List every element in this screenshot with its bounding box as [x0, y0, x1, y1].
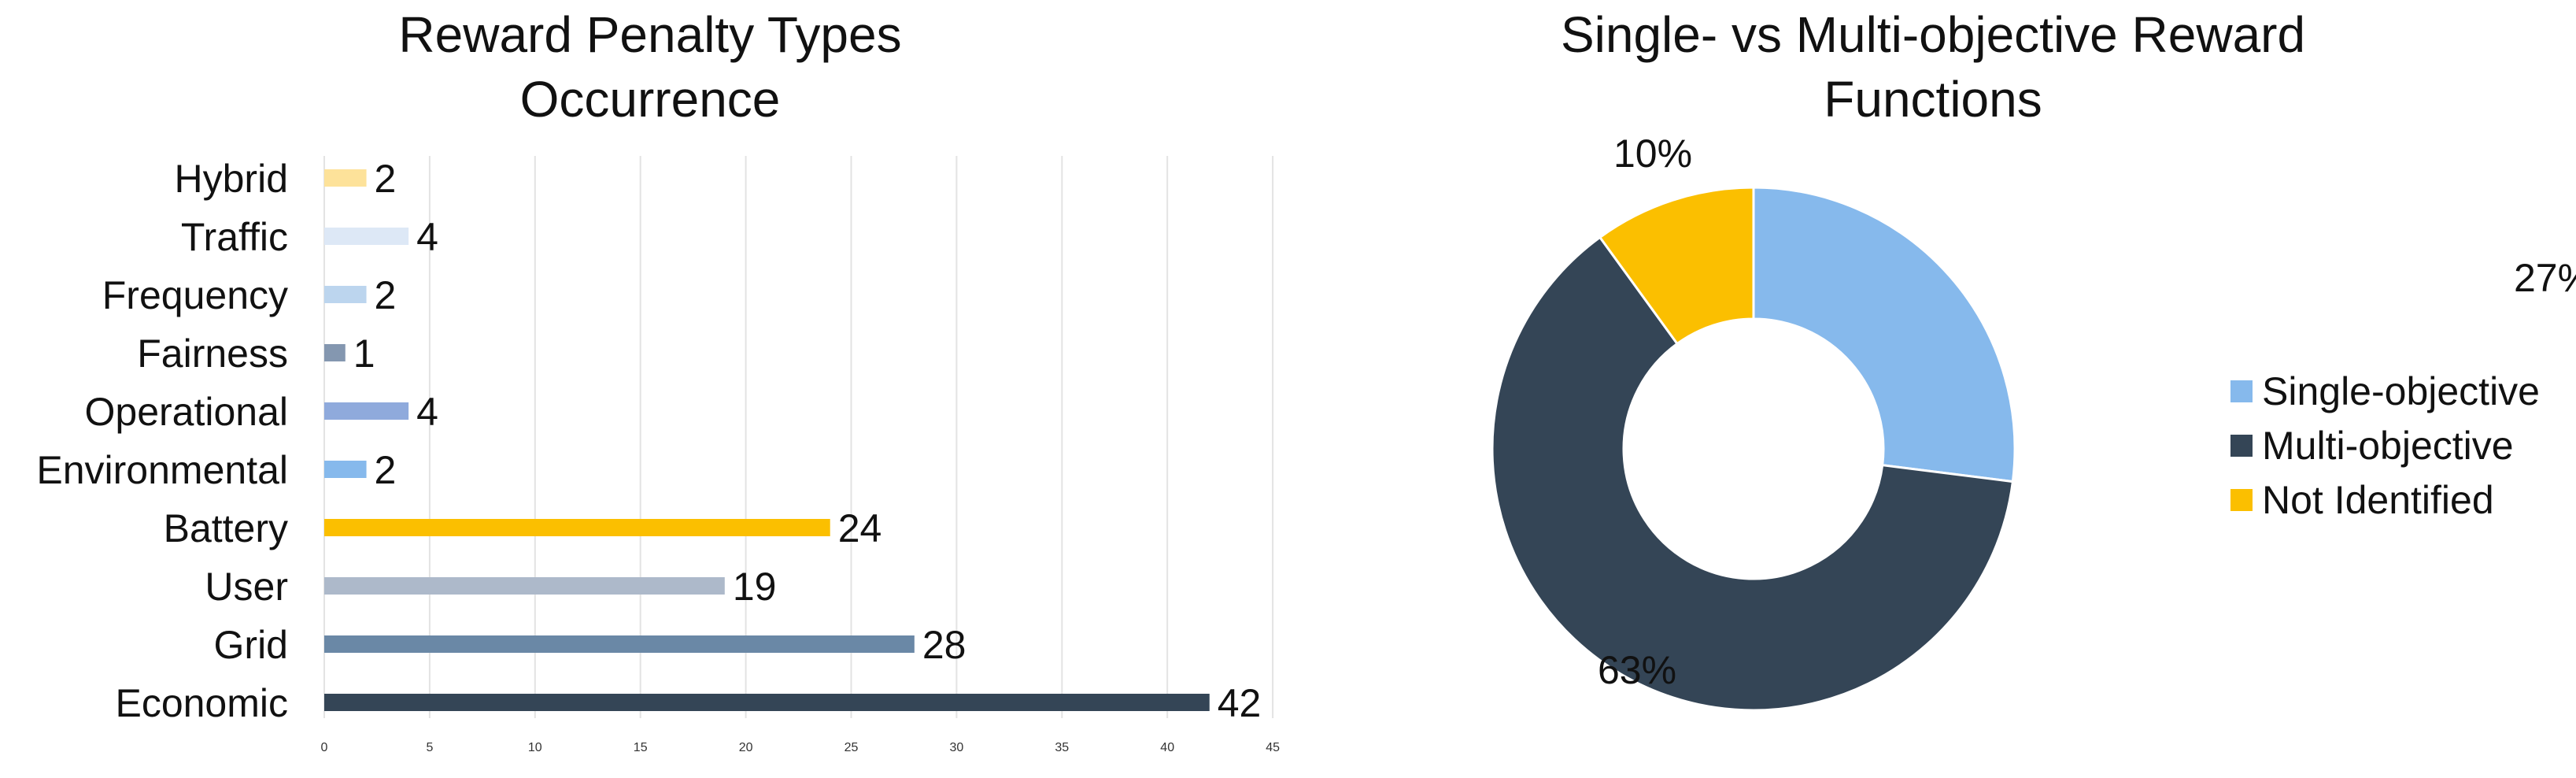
bar-chart-title-line-2: Occurrence — [520, 71, 781, 128]
bar-chart-title-line-1: Reward Penalty Types — [398, 6, 901, 63]
x-tick-label: 40 — [1160, 741, 1174, 754]
donut-chart-legend: Single-objective Multi-objective Not Ident… — [2230, 369, 2540, 522]
slice-single-objective — [1752, 186, 2016, 483]
x-tick-label: 25 — [844, 741, 859, 754]
bar-hybrid — [324, 169, 367, 187]
bar-economic — [324, 694, 1210, 711]
category-label: Traffic — [181, 215, 288, 259]
value-label: 28 — [922, 623, 966, 667]
value-label: 42 — [1218, 681, 1262, 725]
bar-chart-gridlines — [323, 156, 1274, 718]
bar-grid — [324, 635, 915, 653]
donut-chart-title-line-1: Single- vs Multi-objective Reward — [1561, 6, 2305, 63]
category-label: Frequency — [102, 273, 288, 317]
value-label: 4 — [416, 215, 438, 259]
legend-label: Multi-objective — [2262, 424, 2514, 468]
x-tick-label: 30 — [950, 741, 964, 754]
legend-swatch-not-identified — [2230, 489, 2253, 511]
bar-battery — [324, 519, 830, 536]
bar-operational — [324, 402, 409, 420]
category-label: Grid — [214, 623, 288, 667]
penalty-types-bar-chart: Reward Penalty Types Occurrence 0 5 10 15 20… — [36, 6, 1281, 754]
donut-chart-slices — [1491, 186, 2016, 712]
objective-donut-chart: Single- vs Multi-objective Reward Functi… — [1491, 6, 2576, 712]
x-tick-label: 15 — [634, 741, 648, 754]
bar-chart-x-axis-ticks: 0 5 10 15 20 25 30 35 40 45 — [321, 741, 1281, 754]
value-label: 24 — [838, 506, 882, 550]
x-tick-label: 20 — [739, 741, 753, 754]
x-tick-label: 0 — [321, 741, 328, 754]
bar-frequency — [324, 286, 367, 303]
category-label: User — [205, 565, 288, 609]
bar-chart-bars — [324, 169, 1210, 711]
value-label: 19 — [733, 565, 777, 609]
category-label: Environmental — [36, 448, 288, 492]
slice-not-identified — [1598, 186, 1755, 346]
donut-chart-title-line-2: Functions — [1824, 71, 2042, 128]
category-label: Fairness — [137, 332, 288, 376]
bar-user — [324, 577, 725, 595]
bar-chart-category-labels: Hybrid Traffic Frequency Fairness Operationa… — [36, 157, 288, 725]
value-label: 2 — [375, 448, 397, 492]
category-label: Economic — [115, 681, 288, 725]
legend-label: Single-objective — [2262, 369, 2540, 413]
x-tick-label: 35 — [1055, 741, 1069, 754]
bar-traffic — [324, 228, 409, 245]
legend-label: Not Identified — [2262, 478, 2494, 522]
value-label: 2 — [375, 273, 397, 317]
legend-swatch-single-objective — [2230, 380, 2253, 402]
slice-multi-objective — [1491, 235, 2015, 712]
percent-label: 27% — [2514, 256, 2576, 300]
donut-chart-percent-labels: 27% 63% 10% — [1598, 132, 2576, 692]
x-tick-label: 10 — [528, 741, 542, 754]
category-label: Operational — [85, 390, 289, 434]
value-label: 1 — [353, 332, 375, 376]
x-tick-label: 5 — [426, 741, 433, 754]
category-label: Battery — [164, 506, 288, 550]
value-label: 4 — [416, 390, 438, 434]
legend-swatch-multi-objective — [2230, 435, 2253, 457]
bar-environmental — [324, 461, 367, 478]
category-label: Hybrid — [175, 157, 288, 201]
percent-label: 63% — [1598, 648, 1676, 692]
percent-label: 10% — [1613, 132, 1692, 176]
x-tick-label: 45 — [1266, 741, 1280, 754]
value-label: 2 — [375, 157, 397, 201]
bar-fairness — [324, 344, 346, 361]
